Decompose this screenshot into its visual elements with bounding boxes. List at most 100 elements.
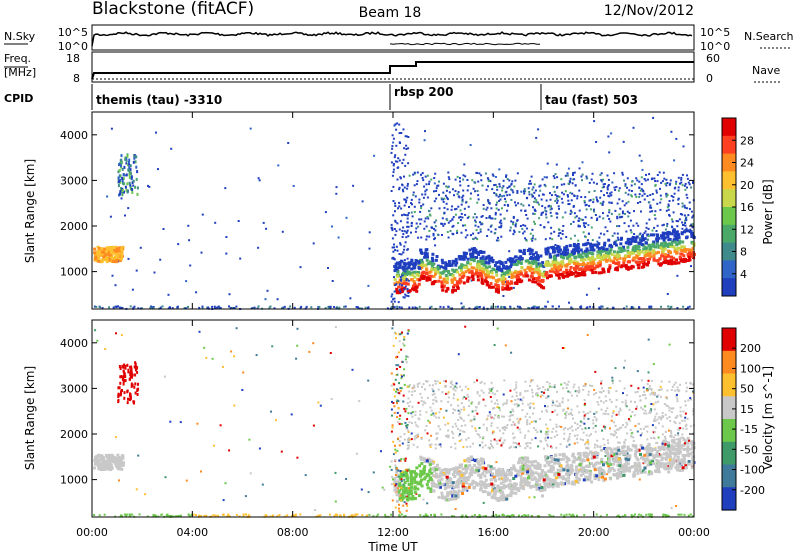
power-echo	[187, 305, 189, 308]
power-echo	[565, 236, 568, 238]
power-echo	[567, 195, 569, 198]
power-echo	[487, 271, 490, 275]
power-echo	[462, 305, 465, 308]
velocity-echo	[433, 513, 436, 516]
power-echo	[600, 257, 604, 261]
power-echo	[553, 230, 556, 233]
power-echo	[398, 159, 401, 162]
velocity-echo	[495, 474, 499, 478]
power-echo	[509, 265, 513, 269]
velocity-echo	[126, 401, 129, 405]
power-echo	[614, 243, 618, 247]
velocity-echo	[445, 470, 449, 474]
power-echo	[422, 196, 425, 199]
power-echo	[509, 307, 512, 310]
velocity-echo	[606, 473, 609, 476]
velocity-echo	[400, 513, 403, 516]
power-echo	[147, 184, 149, 187]
power-echo	[428, 229, 431, 232]
power-echo	[401, 274, 404, 277]
power-echo	[508, 179, 511, 182]
velocity-echo	[537, 483, 541, 487]
power-echo	[570, 260, 574, 264]
power-echo	[601, 305, 604, 308]
velocity-echo	[356, 513, 359, 516]
power-echo	[420, 260, 424, 264]
velocity-echo	[677, 451, 681, 455]
power-echo	[494, 211, 497, 214]
power-echo	[407, 136, 410, 138]
velocity-echo	[420, 478, 423, 482]
power-echo	[604, 254, 608, 257]
velocity-echo	[584, 451, 588, 455]
velocity-echo	[548, 478, 552, 481]
velocity-echo	[114, 462, 118, 466]
power-echo	[425, 267, 429, 271]
power-echo	[394, 249, 397, 252]
power-echo	[630, 231, 633, 234]
power-echo	[611, 234, 614, 237]
velocity-echo	[482, 398, 485, 401]
velocity-echo	[452, 491, 456, 495]
power-echo	[443, 206, 446, 209]
power-echo	[568, 259, 572, 263]
power-echo	[649, 204, 652, 207]
velocity-echo	[119, 456, 123, 460]
power-echo	[665, 254, 669, 258]
power-echo	[572, 266, 576, 270]
velocity-echo	[495, 461, 498, 464]
power-echo	[659, 263, 663, 267]
power-echo	[438, 193, 440, 196]
velocity-echo	[401, 496, 405, 500]
power-echo	[393, 300, 396, 303]
velocity-echo	[265, 515, 268, 518]
velocity-echo	[271, 345, 274, 348]
power-echo	[532, 212, 535, 215]
power-echo	[393, 297, 396, 300]
power-echo	[603, 183, 606, 185]
power-echo	[555, 273, 559, 277]
power-echo	[454, 263, 458, 267]
power-echo	[676, 225, 679, 228]
power-echo	[185, 280, 188, 283]
power-echo	[659, 246, 663, 250]
velocity-echo	[493, 490, 497, 494]
power-echo	[430, 256, 434, 260]
power-echo	[133, 305, 136, 308]
velocity-echo	[662, 444, 666, 448]
power-echo	[450, 281, 454, 284]
velocity-echo	[670, 451, 674, 455]
power-echo	[119, 174, 122, 178]
velocity-echo	[122, 379, 125, 383]
power-echo	[399, 243, 402, 246]
velocity-echo	[317, 401, 320, 404]
power-echo	[533, 191, 536, 194]
velocity-echo	[482, 437, 485, 440]
power-echo	[460, 276, 464, 279]
power-echo	[655, 191, 658, 194]
velocity-echo	[581, 469, 585, 473]
power-echo	[536, 258, 540, 262]
power-echo	[394, 154, 397, 157]
velocity-echo	[423, 457, 427, 461]
velocity-echo	[574, 468, 578, 472]
power-echo	[118, 169, 121, 172]
velocity-echo	[334, 513, 337, 516]
power-echo	[509, 263, 513, 267]
power-echo	[519, 270, 523, 274]
velocity-echo	[123, 391, 126, 395]
velocity-echo	[496, 327, 499, 330]
power-echo	[630, 306, 633, 308]
power-echo	[391, 134, 394, 137]
power-echo	[524, 209, 527, 212]
power-echo	[621, 257, 625, 261]
velocity-echo	[593, 473, 597, 477]
velocity-echo	[561, 477, 565, 481]
power-echo	[440, 222, 443, 225]
power-echo	[506, 280, 510, 284]
power-echo	[663, 236, 667, 240]
velocity-echo	[138, 513, 141, 516]
power-echo	[504, 271, 508, 275]
power-echo	[463, 163, 466, 166]
velocity-echo	[482, 515, 485, 518]
